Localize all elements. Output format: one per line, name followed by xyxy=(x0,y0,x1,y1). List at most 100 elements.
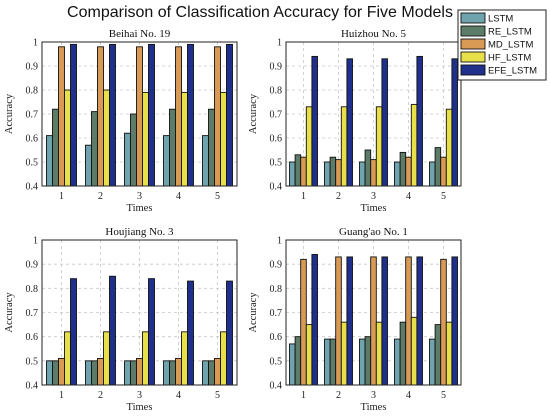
x-tick-label: 4 xyxy=(176,191,181,202)
y-tick-label: 0.4 xyxy=(270,381,283,392)
bar-md-lstm xyxy=(136,46,143,187)
bar-efe-lstm xyxy=(226,280,233,386)
bar-hf-lstm xyxy=(64,331,71,386)
bar-lstm xyxy=(202,360,209,386)
y-tick-label: 0.9 xyxy=(270,62,283,73)
bar-re-lstm xyxy=(91,360,98,386)
bar-md-lstm xyxy=(300,156,307,187)
bar-efe-lstm xyxy=(70,278,77,386)
bar-re-lstm xyxy=(169,360,176,386)
chart-panel: Huizhou No. 5 0.4 0.5 0.6 0.7 0.8 0.9 1 1 2 3 4 5 Tim… xyxy=(248,28,462,214)
bar-re-lstm xyxy=(130,113,137,187)
y-tick-label: 0.9 xyxy=(26,62,39,73)
y-tick-label: 0.8 xyxy=(26,284,39,295)
bar-efe-lstm xyxy=(416,256,423,386)
bar-efe-lstm xyxy=(311,55,318,187)
y-tick-label: 0.6 xyxy=(270,134,283,145)
bar-efe-lstm xyxy=(109,43,116,187)
bar-lstm xyxy=(324,338,331,386)
bar-hf-lstm xyxy=(375,106,383,187)
legend-swatch xyxy=(460,64,486,76)
x-tick-label: 1 xyxy=(59,191,64,202)
panel-title: Huizhou No. 5 xyxy=(341,28,407,40)
bar-lstm xyxy=(289,343,296,386)
bar-hf-lstm xyxy=(64,89,71,187)
chart-legend: LSTM RE_LSTM MD_LSTM HF_LSTM EFE_LSTM xyxy=(457,9,547,81)
x-tick-label: 5 xyxy=(441,191,446,202)
legend-label: EFE_LSTM xyxy=(488,66,537,77)
bar-lstm xyxy=(359,338,366,386)
bar-lstm xyxy=(429,161,436,187)
y-tick-label: 0.9 xyxy=(26,260,39,271)
chart-panel: Houjiang No. 3 0.4 0.5 0.6 0.7 0.8 0.9 1 1 2 3 4 5 Ti… xyxy=(4,226,238,413)
x-tick-label: 2 xyxy=(98,390,103,401)
x-tick-label: 2 xyxy=(336,191,341,202)
bar-re-lstm xyxy=(52,108,59,187)
bar-re-lstm xyxy=(169,108,176,187)
bar-md-lstm xyxy=(58,357,65,386)
bar-re-lstm xyxy=(399,151,407,187)
chart-title: Comparison of Classification Accuracy fo… xyxy=(67,4,453,21)
bar-efe-lstm xyxy=(148,43,155,187)
y-tick-label: 0.5 xyxy=(270,158,283,169)
y-tick-label: 0.5 xyxy=(26,356,39,367)
y-axis-label: Accuracy xyxy=(4,93,15,134)
y-tick-label: 0.5 xyxy=(26,158,39,169)
bar-lstm xyxy=(124,360,131,386)
bar-efe-lstm xyxy=(451,58,458,187)
x-tick-label: 4 xyxy=(176,390,181,401)
bar-lstm xyxy=(46,360,53,386)
bar-hf-lstm xyxy=(340,106,348,187)
x-tick-label: 3 xyxy=(371,390,376,401)
bar-md-lstm xyxy=(214,46,221,187)
chart-panel: Beihai No. 19 0.4 0.5 0.6 0.7 0.8 0.9 1 1 2 3 4 5 Tim… xyxy=(4,28,238,214)
y-tick-label: 0.7 xyxy=(26,308,39,319)
bar-lstm xyxy=(124,132,131,187)
bar-lstm xyxy=(289,161,296,187)
bar-re-lstm xyxy=(208,108,215,187)
y-tick-label: 0.6 xyxy=(26,332,39,343)
y-tick-label: 0.6 xyxy=(270,332,283,343)
bar-hf-lstm xyxy=(220,91,227,187)
x-tick-label: 4 xyxy=(406,191,411,202)
x-axis-label: Times xyxy=(361,402,387,413)
chart-panel: Guang'ao No. 1 0.4 0.5 0.6 0.7 0.8 0.9 1 1 2 3 4 5 Ti… xyxy=(248,226,462,413)
x-tick-label: 5 xyxy=(215,390,220,401)
x-tick-label: 2 xyxy=(98,191,103,202)
bar-re-lstm xyxy=(364,336,372,386)
bar-md-lstm xyxy=(405,256,412,386)
y-axis-label: Accuracy xyxy=(4,292,15,333)
y-tick-label: 1 xyxy=(33,38,38,49)
y-tick-label: 1 xyxy=(33,236,38,247)
bar-re-lstm xyxy=(399,321,407,386)
legend-label: HF_LSTM xyxy=(488,53,531,64)
bar-hf-lstm xyxy=(181,331,188,386)
bar-re-lstm xyxy=(434,324,442,386)
bar-hf-lstm xyxy=(340,321,348,386)
bar-re-lstm xyxy=(294,154,302,187)
panel-title: Beihai No. 19 xyxy=(109,28,171,40)
bar-re-lstm xyxy=(434,147,442,187)
y-tick-label: 0.9 xyxy=(270,260,283,271)
bar-md-lstm xyxy=(97,46,104,187)
bar-lstm xyxy=(429,338,436,386)
bar-efe-lstm xyxy=(451,256,458,386)
bar-hf-lstm xyxy=(410,103,418,187)
bar-lstm xyxy=(394,161,401,187)
bar-md-lstm xyxy=(214,357,221,386)
bar-lstm xyxy=(163,135,170,187)
y-tick-label: 0.5 xyxy=(270,356,283,367)
bar-md-lstm xyxy=(175,46,182,187)
plot-frame xyxy=(41,41,238,187)
y-axis-label: Accuracy xyxy=(248,93,259,134)
bar-hf-lstm xyxy=(375,321,383,386)
y-tick-label: 0.6 xyxy=(26,134,39,145)
bar-re-lstm xyxy=(294,336,302,386)
legend-label: RE_LSTM xyxy=(488,27,532,38)
bar-re-lstm xyxy=(91,111,98,187)
bar-md-lstm xyxy=(335,159,342,187)
plot-frame xyxy=(285,239,462,386)
bar-md-lstm xyxy=(300,258,307,386)
legend-swatch xyxy=(460,51,486,63)
